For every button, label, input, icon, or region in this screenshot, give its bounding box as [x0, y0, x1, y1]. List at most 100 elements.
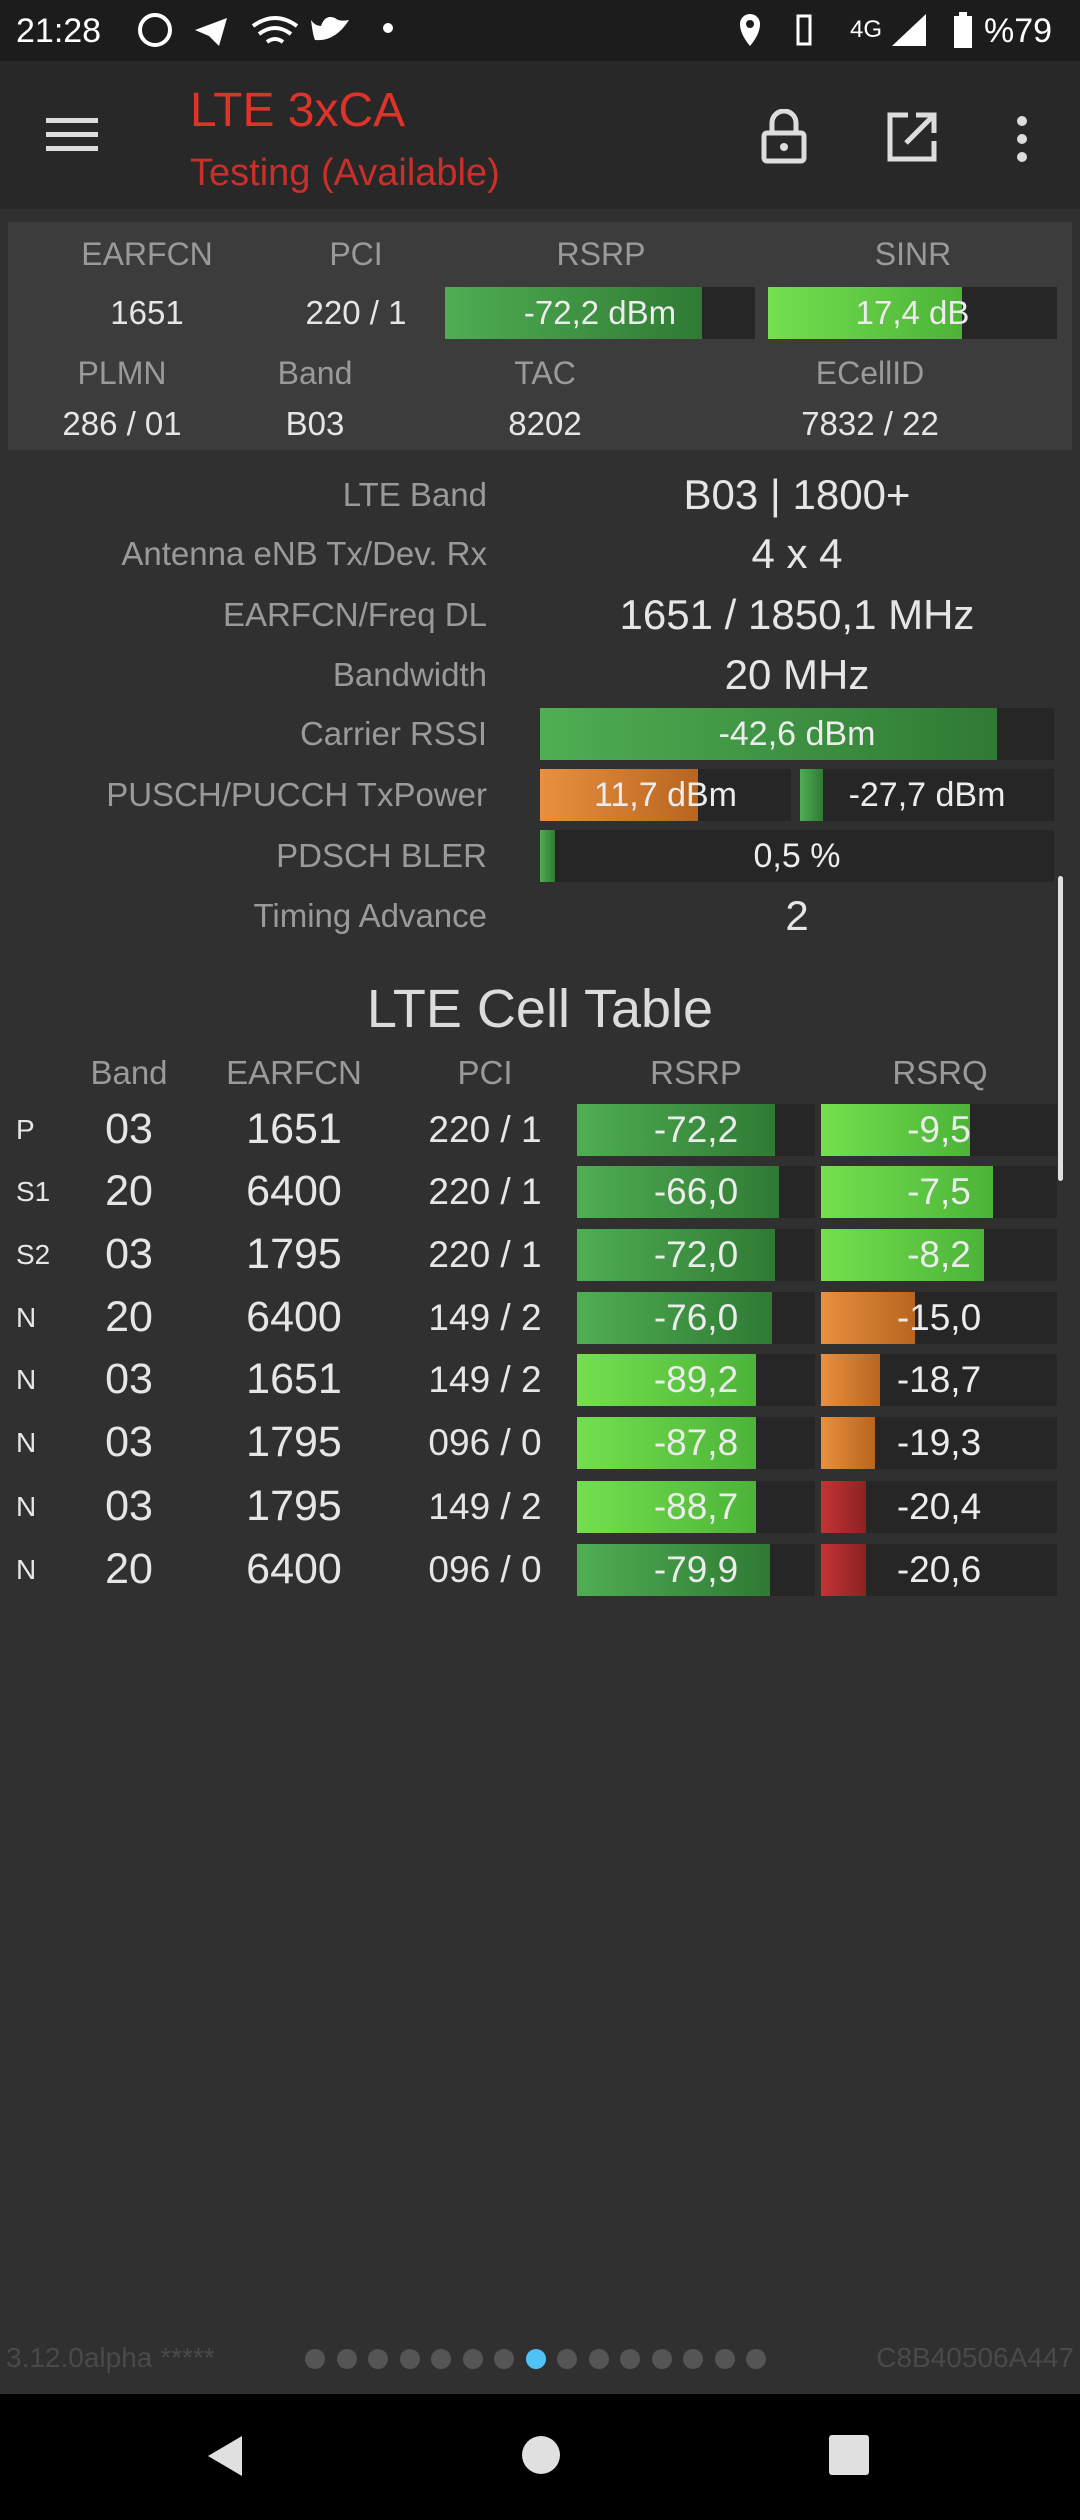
cell-rsrp-bar-text: -66,0	[653, 1171, 739, 1212]
rssi-bar-fill	[540, 708, 998, 760]
cell-rsrq-bar: -19,3	[821, 1417, 1057, 1469]
page-dot	[683, 2349, 703, 2369]
detail-label: PDSCH BLER	[276, 837, 487, 875]
status-bar: 21:28 4G %79	[0, 0, 1080, 61]
summary-header: ECellID	[815, 354, 925, 391]
page-dot	[494, 2349, 514, 2369]
cell-rsrq-bar-text: -8,2	[907, 1234, 971, 1275]
cell-rsrq-bar: -15,0	[821, 1292, 1057, 1344]
cell-pci: 220 / 1	[428, 1170, 542, 1212]
navigation-bar	[0, 2394, 1080, 2520]
home-button[interactable]	[520, 2434, 562, 2476]
summary-header: TAC	[514, 354, 576, 391]
recents-button[interactable]	[829, 2435, 869, 2475]
cell-type: N	[16, 1491, 37, 1523]
cell-rsrp-bar: -87,8	[577, 1417, 815, 1469]
page-dot	[525, 2349, 546, 2369]
cell-table-title: LTE Cell Table	[366, 979, 714, 1039]
cell-type: N	[16, 1554, 37, 1586]
cell-rsrq-bar: -9,5	[821, 1104, 1057, 1156]
pusch-bar-text: 11,7 dBm	[593, 775, 737, 814]
page-dot	[462, 2349, 483, 2369]
cell-rsrq-bar-fill	[821, 1481, 866, 1533]
pucch-bar: -27,7 dBm	[800, 769, 1054, 821]
clock: 21:28	[16, 12, 102, 50]
pucch-bar-fill	[800, 769, 823, 821]
cell-rsrq-bar-text: -15,0	[896, 1297, 982, 1338]
battery-level: %79	[984, 12, 1053, 50]
cell-rsrq-bar-fill	[821, 1104, 970, 1156]
cell-pci: 220 / 1	[428, 1108, 542, 1150]
cell-type: N	[16, 1427, 37, 1459]
cell-rsrq-bar-fill	[821, 1544, 866, 1596]
cell-rsrp-bar-fill	[577, 1544, 770, 1596]
cell-earfcn: 1795	[246, 1482, 342, 1531]
page-dot	[305, 2349, 325, 2369]
menu-button[interactable]	[46, 114, 100, 154]
cell-pci: 096 / 0	[428, 1548, 542, 1590]
cell-band: 03	[105, 1230, 153, 1279]
page-dot	[431, 2349, 451, 2369]
detail-label: Carrier RSSI	[299, 715, 487, 753]
cell-band: 03	[105, 1482, 153, 1531]
network-type: 4G	[850, 16, 883, 43]
cell-type: N	[16, 1302, 37, 1334]
cell-type: S1	[16, 1176, 51, 1208]
page-dot	[620, 2349, 640, 2369]
detail-value: B03 | 1800+	[683, 470, 911, 518]
sinr-bar-fill	[768, 287, 962, 339]
detail-value: 2	[785, 891, 809, 939]
page-dot	[588, 2349, 609, 2369]
rsrp-bar-text: -72,2 dBm	[523, 294, 677, 331]
page-dot	[651, 2349, 672, 2369]
page-dot	[714, 2349, 735, 2369]
cell-rsrp-bar-text: -89,2	[653, 1359, 739, 1400]
cell-rsrp-bar-text: -72,0	[653, 1234, 739, 1275]
cell-type: S2	[16, 1239, 51, 1271]
scroll-indicator	[1058, 876, 1063, 1181]
cell-rsrp-bar-fill	[577, 1417, 756, 1469]
cell-pci: 096 / 0	[428, 1421, 542, 1463]
column-header: PCI	[457, 1054, 513, 1092]
pusch-bar-fill	[540, 769, 699, 821]
detail-label: LTE Band	[342, 476, 487, 514]
column-header: EARFCN	[226, 1054, 362, 1092]
cell-type: P	[16, 1114, 35, 1146]
pucch-bar-text: -27,7 dBm	[848, 775, 1006, 814]
cell-rsrp-bar: -79,9	[577, 1544, 815, 1596]
rssi-bar: -42,6 dBm	[540, 708, 1054, 760]
cell-rsrp-bar: -66,0	[577, 1166, 815, 1218]
cell-band: 03	[105, 1105, 153, 1154]
cell-rsrp-bar-fill	[577, 1292, 773, 1344]
cell-rsrp-bar-text: -87,8	[653, 1422, 739, 1463]
rsrp-bar: -72,2 dBm	[445, 287, 755, 339]
cell-rsrp-bar-fill	[577, 1166, 780, 1218]
summary-header: PLMN	[77, 354, 167, 391]
cell-type: N	[16, 1364, 37, 1396]
toolbar-title: LTE 3xCA	[190, 84, 406, 137]
lock-button[interactable]	[760, 109, 808, 165]
cell-band: 20	[105, 1545, 153, 1594]
detail-label: EARFCN/Freq DL	[222, 596, 487, 634]
cell-rsrp-bar-fill	[577, 1354, 756, 1406]
summary-header: EARFCN	[81, 235, 213, 272]
more-button[interactable]	[1012, 113, 1032, 165]
battery-icon	[954, 12, 972, 48]
cell-rsrp-bar-fill	[577, 1104, 775, 1156]
cell-earfcn: 1795	[246, 1418, 342, 1467]
cell-band: 03	[105, 1355, 153, 1404]
bler-bar-fill	[540, 830, 556, 882]
cell-rsrp-bar-text: -79,9	[653, 1549, 739, 1590]
cell-pci: 149 / 2	[428, 1485, 542, 1527]
open-external-button[interactable]	[886, 111, 938, 163]
cell-rsrq-bar-fill	[821, 1417, 876, 1469]
page-dot	[557, 2349, 577, 2369]
detail-label: PUSCH/PUCCH TxPower	[106, 776, 487, 814]
cell-rsrp-bar: -72,2	[577, 1104, 815, 1156]
summary-value: 1651	[110, 294, 184, 332]
cell-rsrq-bar: -20,4	[821, 1481, 1057, 1533]
bler-bar-text: 0,5 %	[753, 836, 841, 875]
cell-rsrp-bar: -89,2	[577, 1354, 815, 1406]
bler-bar: 0,5 %	[540, 830, 1054, 882]
back-button[interactable]	[204, 2432, 244, 2480]
